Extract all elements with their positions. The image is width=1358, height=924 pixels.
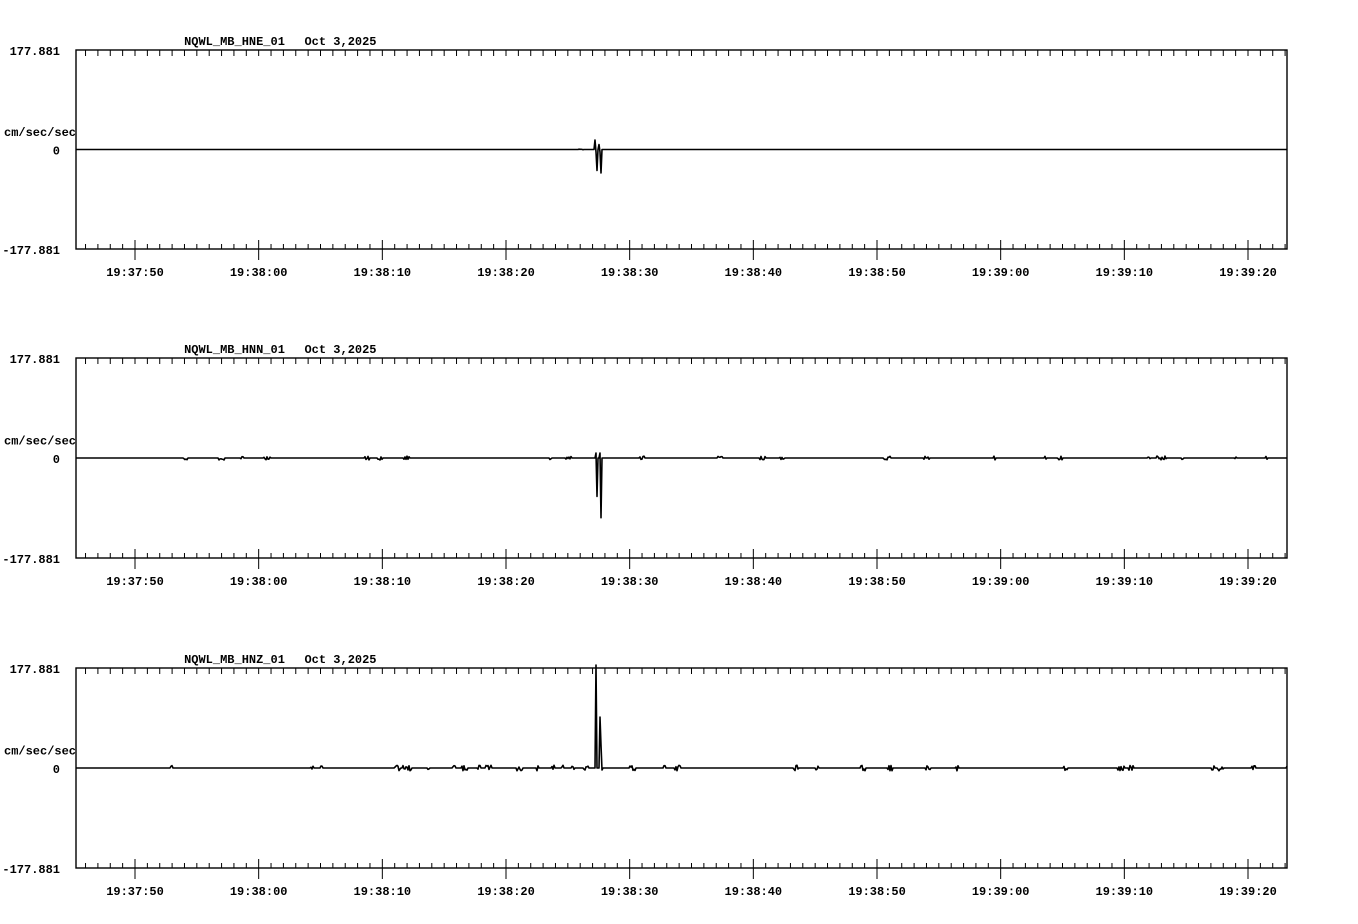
svg-text:19:38:00: 19:38:00 [230, 885, 288, 899]
svg-text:19:38:40: 19:38:40 [725, 575, 783, 589]
svg-text:Oct 3,2025: Oct 3,2025 [304, 35, 376, 49]
svg-text:19:38:20: 19:38:20 [477, 266, 535, 280]
svg-text:19:38:20: 19:38:20 [477, 575, 535, 589]
svg-text:19:39:10: 19:39:10 [1096, 575, 1154, 589]
svg-text:0: 0 [53, 145, 60, 159]
svg-text:19:38:10: 19:38:10 [354, 266, 412, 280]
svg-text:19:39:20: 19:39:20 [1219, 266, 1277, 280]
svg-text:19:38:40: 19:38:40 [725, 266, 783, 280]
svg-text:19:38:10: 19:38:10 [354, 885, 412, 899]
svg-text:Oct 3,2025: Oct 3,2025 [304, 653, 376, 667]
svg-text:19:39:20: 19:39:20 [1219, 885, 1277, 899]
svg-text:19:37:50: 19:37:50 [106, 885, 164, 899]
svg-text:19:38:00: 19:38:00 [230, 266, 288, 280]
svg-text:-177.881: -177.881 [2, 863, 60, 877]
svg-text:-177.881: -177.881 [2, 553, 60, 567]
svg-text:NQWL_MB_HNN_01: NQWL_MB_HNN_01 [184, 343, 285, 357]
svg-text:19:39:20: 19:39:20 [1219, 575, 1277, 589]
svg-text:177.881: 177.881 [10, 45, 60, 59]
svg-text:19:38:20: 19:38:20 [477, 885, 535, 899]
svg-text:0: 0 [53, 763, 60, 777]
svg-text:19:38:00: 19:38:00 [230, 575, 288, 589]
svg-text:Oct 3,2025: Oct 3,2025 [304, 343, 376, 357]
svg-text:19:39:00: 19:39:00 [972, 575, 1030, 589]
svg-text:19:37:50: 19:37:50 [106, 266, 164, 280]
svg-text:177.881: 177.881 [10, 353, 60, 367]
svg-text:0: 0 [53, 453, 60, 467]
svg-text:cm/sec/sec: cm/sec/sec [4, 434, 76, 448]
svg-text:cm/sec/sec: cm/sec/sec [4, 744, 76, 758]
svg-text:19:38:40: 19:38:40 [725, 885, 783, 899]
svg-text:19:38:30: 19:38:30 [601, 575, 659, 589]
svg-text:19:38:50: 19:38:50 [848, 575, 906, 589]
svg-text:19:39:00: 19:39:00 [972, 885, 1030, 899]
svg-text:-177.881: -177.881 [2, 244, 60, 258]
svg-text:NQWL_MB_HNZ_01: NQWL_MB_HNZ_01 [184, 653, 285, 667]
svg-text:19:37:50: 19:37:50 [106, 575, 164, 589]
svg-text:NQWL_MB_HNE_01: NQWL_MB_HNE_01 [184, 35, 285, 49]
svg-text:19:39:10: 19:39:10 [1096, 885, 1154, 899]
svg-text:19:39:10: 19:39:10 [1096, 266, 1154, 280]
svg-text:177.881: 177.881 [10, 663, 60, 677]
svg-text:cm/sec/sec: cm/sec/sec [4, 126, 76, 140]
svg-text:19:38:30: 19:38:30 [601, 266, 659, 280]
svg-text:19:38:50: 19:38:50 [848, 885, 906, 899]
svg-text:19:38:50: 19:38:50 [848, 266, 906, 280]
svg-text:19:38:30: 19:38:30 [601, 885, 659, 899]
svg-text:19:39:00: 19:39:00 [972, 266, 1030, 280]
svg-text:19:38:10: 19:38:10 [354, 575, 412, 589]
